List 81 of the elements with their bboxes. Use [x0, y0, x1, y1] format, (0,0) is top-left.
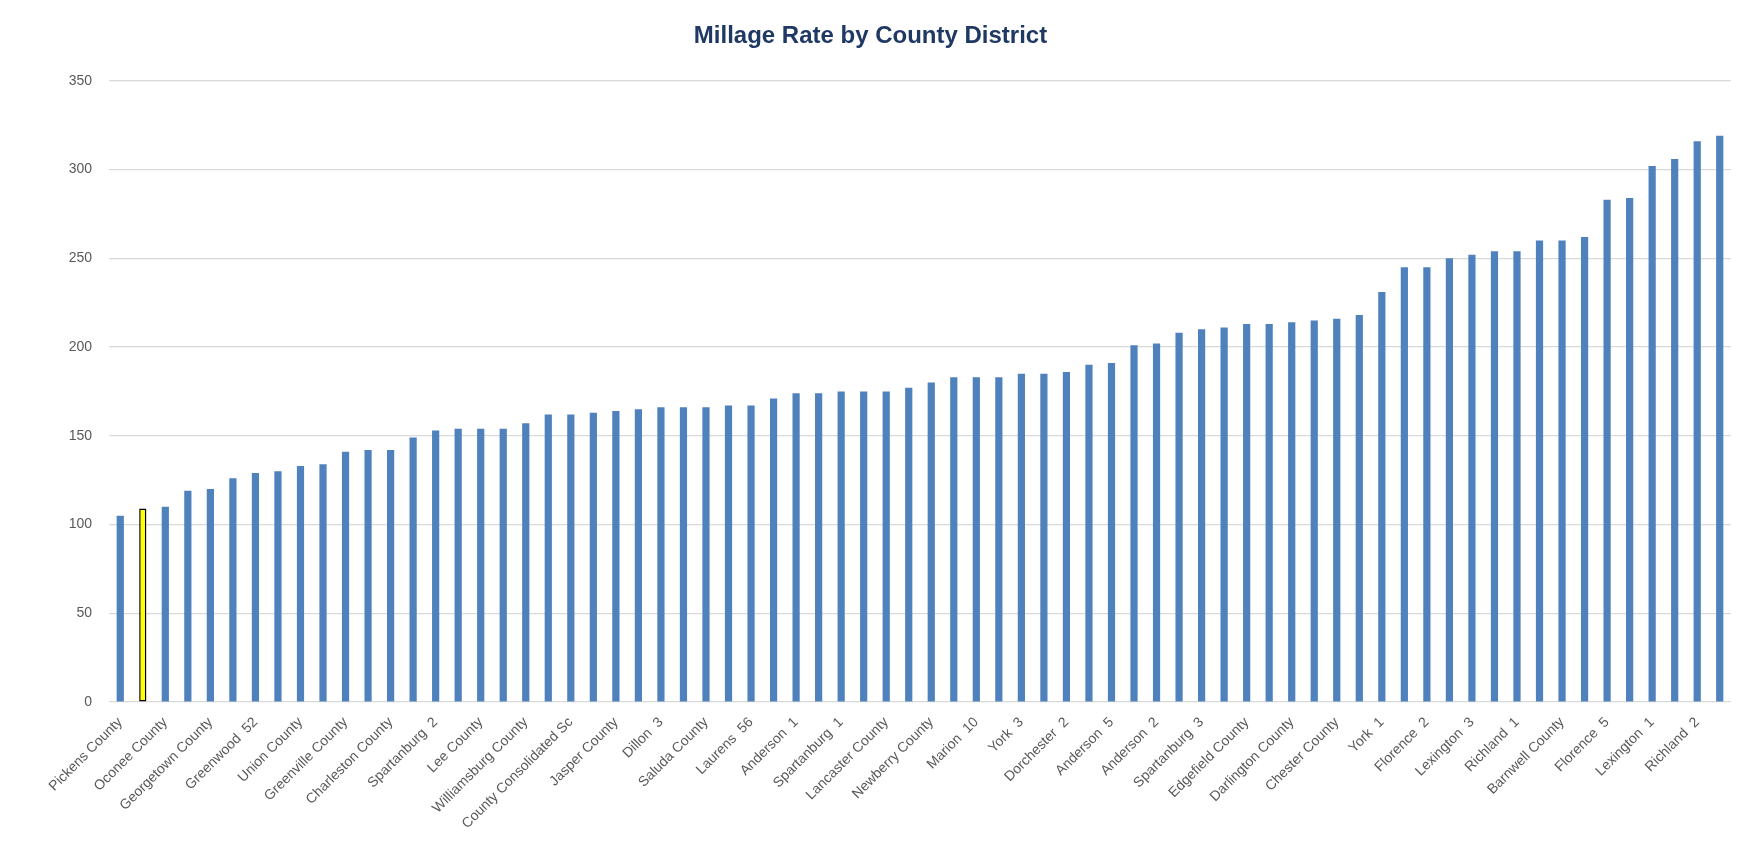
- y-tick-label: 300: [68, 160, 93, 177]
- bar: [1220, 327, 1228, 702]
- bar: [769, 398, 778, 702]
- bar: [567, 414, 575, 702]
- bar: [1513, 251, 1521, 702]
- bar: [1355, 315, 1363, 702]
- bar: [1423, 267, 1431, 702]
- bar: [319, 464, 327, 702]
- bar: [1400, 267, 1408, 702]
- bar: [1468, 254, 1476, 702]
- y-tick-label: 350: [68, 71, 93, 88]
- bar: [229, 478, 237, 702]
- chart-title: Millage Rate by County District: [693, 21, 1048, 49]
- bar: [995, 377, 1003, 702]
- x-tick-label: York 1: [1344, 713, 1387, 756]
- bar: [1490, 251, 1499, 702]
- bar: [1580, 236, 1589, 702]
- bar: [905, 387, 913, 702]
- bar: [499, 428, 507, 702]
- bar: [274, 471, 282, 702]
- bar: [657, 407, 665, 702]
- bar: [251, 473, 260, 702]
- bar: [1671, 158, 1679, 702]
- bar: [1040, 373, 1048, 702]
- bar: [792, 393, 800, 702]
- bar: [927, 382, 935, 702]
- bar: [747, 405, 755, 702]
- bar: [1175, 332, 1183, 702]
- bar: [409, 437, 417, 702]
- bar: [1197, 329, 1206, 702]
- bar: [972, 377, 980, 702]
- bar: [1716, 135, 1724, 702]
- bar: [1310, 320, 1318, 702]
- bar: [1333, 318, 1341, 702]
- y-tick-label: 100: [68, 515, 93, 532]
- bar: [1693, 141, 1701, 702]
- bar: [364, 449, 372, 702]
- bar: [386, 449, 395, 702]
- bar: [724, 405, 733, 702]
- bar: [1378, 292, 1386, 702]
- bar: [296, 465, 305, 702]
- bar: [184, 490, 192, 702]
- bar: [950, 377, 958, 702]
- bar: [161, 506, 169, 702]
- bar: [1603, 199, 1611, 702]
- bar: [679, 407, 688, 702]
- bar: [837, 391, 845, 702]
- bar: [454, 428, 462, 702]
- bar: [341, 451, 350, 702]
- bar: [1085, 364, 1093, 702]
- y-tick-label: 150: [68, 426, 93, 443]
- bar: [815, 393, 823, 702]
- bar: [1062, 371, 1071, 702]
- bar: [589, 412, 597, 702]
- bar: [477, 428, 485, 702]
- bar: [702, 407, 710, 702]
- bar: [1288, 322, 1296, 702]
- y-tick-label: 0: [84, 692, 93, 709]
- y-tick-label: 250: [68, 249, 93, 266]
- bar: [1107, 363, 1116, 702]
- bar: [1152, 343, 1161, 702]
- bar: [544, 414, 552, 702]
- bar: [1017, 373, 1025, 702]
- bar: [1445, 258, 1454, 702]
- bar: [612, 410, 620, 702]
- bar: [1265, 323, 1273, 702]
- bar: [206, 489, 214, 702]
- y-tick-label: 50: [76, 604, 93, 621]
- bar: [1648, 165, 1656, 702]
- bar: [1243, 323, 1251, 702]
- bar: [1626, 197, 1634, 702]
- bar: [116, 515, 124, 702]
- bar: [1535, 240, 1544, 702]
- bar: [860, 391, 868, 702]
- bar: [634, 409, 643, 702]
- bar: [522, 423, 530, 702]
- bar: [1130, 345, 1138, 702]
- bar: [882, 391, 890, 702]
- y-tick-label: 200: [68, 337, 93, 354]
- bar: [432, 430, 440, 702]
- bar: [1558, 240, 1566, 702]
